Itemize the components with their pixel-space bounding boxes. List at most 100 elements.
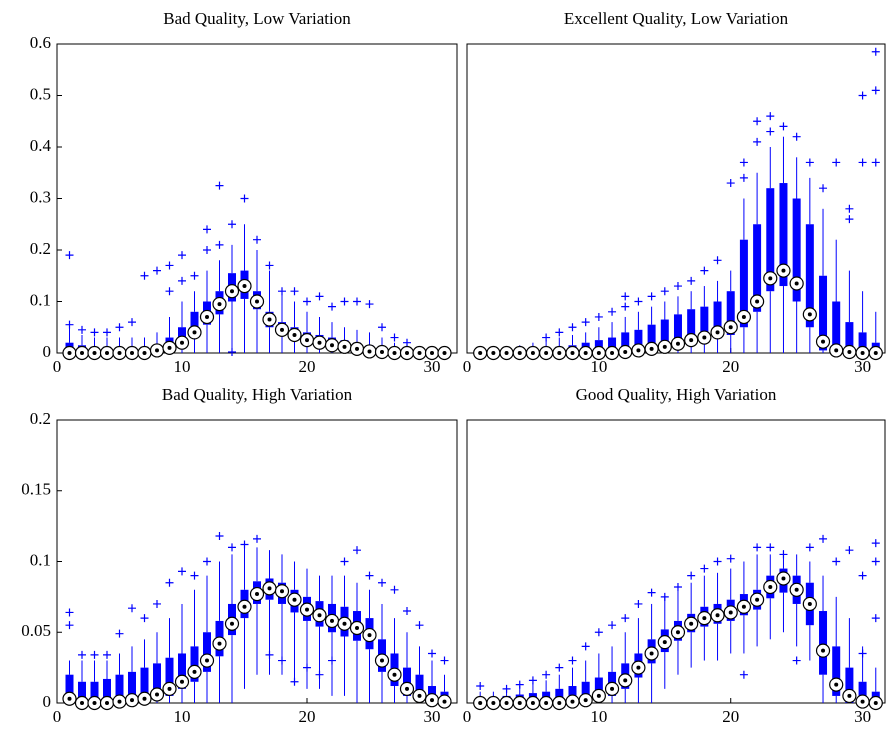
outlier [779, 550, 788, 559]
median-dot [860, 351, 865, 355]
median-dot [662, 640, 667, 645]
median-dot [478, 351, 483, 355]
median-dot [794, 587, 799, 592]
outlier [555, 328, 564, 337]
outlier [203, 246, 211, 254]
outlier [779, 122, 788, 131]
outlier [673, 582, 682, 591]
outlier [165, 578, 174, 587]
outlier [228, 347, 236, 356]
box [178, 653, 186, 689]
panel-title: Excellent Quality, Low Variation [564, 9, 789, 28]
outlier [739, 158, 748, 167]
median-dot [768, 276, 773, 281]
median-dot [430, 698, 434, 703]
median-dot [430, 351, 434, 355]
outlier [845, 215, 854, 224]
outlier [140, 271, 149, 280]
outlier [687, 571, 696, 580]
median-dot [636, 665, 641, 670]
median-dot [715, 330, 720, 335]
median-dot [217, 641, 222, 646]
outlier [190, 271, 199, 280]
box [647, 324, 656, 351]
median-dot [702, 616, 707, 621]
box [832, 646, 841, 696]
median-dot [217, 302, 222, 307]
outlier [315, 670, 324, 679]
outlier [365, 571, 374, 580]
box [153, 663, 161, 701]
outlier [568, 656, 577, 665]
median-dot [623, 349, 628, 354]
box [115, 674, 124, 703]
box [660, 319, 669, 350]
y-tick-label: 0.6 [30, 33, 51, 52]
box [90, 681, 99, 703]
median-dot [117, 351, 122, 355]
median-dot [380, 658, 384, 663]
outlier [621, 302, 630, 311]
median-dot [517, 351, 522, 355]
outlier [215, 181, 224, 190]
box [845, 667, 854, 703]
outlier [78, 650, 86, 659]
median-dot [317, 340, 322, 345]
median-dot [230, 289, 234, 294]
box [103, 678, 111, 703]
outlier [303, 297, 311, 306]
outlier [90, 328, 99, 337]
outlier [178, 567, 186, 576]
outlier [378, 323, 386, 332]
outlier [165, 287, 174, 296]
y-tick-label: 0.1 [30, 290, 51, 309]
median-dot [873, 351, 878, 355]
median-dot [342, 621, 347, 626]
median-dot [662, 344, 667, 349]
outlier [871, 539, 880, 548]
outlier [140, 614, 149, 623]
box [792, 198, 801, 302]
box [819, 275, 828, 351]
median-dot [80, 701, 84, 705]
outlier [165, 261, 174, 270]
median-dot [821, 339, 826, 344]
median-dot [649, 346, 654, 351]
outlier [739, 173, 748, 182]
outlier [265, 650, 274, 659]
outlier [440, 656, 449, 665]
outlier [315, 292, 324, 301]
box [832, 301, 841, 353]
x-tick-label: 10 [174, 357, 191, 376]
median-dot [728, 325, 733, 330]
outlier [581, 318, 590, 327]
median-dot [442, 699, 447, 704]
outlier [700, 564, 709, 573]
median-dot [105, 351, 109, 355]
outlier [65, 621, 74, 630]
outlier [502, 684, 511, 693]
box [78, 681, 86, 703]
y-tick-label: 0.05 [21, 621, 51, 640]
outlier [542, 670, 551, 679]
outlier [634, 297, 643, 306]
outlier [153, 266, 161, 275]
outlier [390, 333, 399, 342]
outlier [647, 588, 656, 597]
outlier [103, 328, 111, 337]
outlier [766, 112, 775, 121]
x-tick-label: 0 [463, 357, 472, 376]
y-tick-label: 0.3 [30, 187, 51, 206]
outlier [753, 117, 762, 126]
outlier [115, 323, 124, 332]
outlier [608, 621, 617, 630]
median-dot [583, 351, 588, 355]
median-dot [180, 679, 184, 684]
median-dot [92, 701, 97, 705]
outlier [403, 338, 411, 347]
outlier [190, 571, 199, 580]
box [203, 632, 211, 672]
outlier [713, 256, 722, 265]
median-dot [596, 351, 601, 355]
